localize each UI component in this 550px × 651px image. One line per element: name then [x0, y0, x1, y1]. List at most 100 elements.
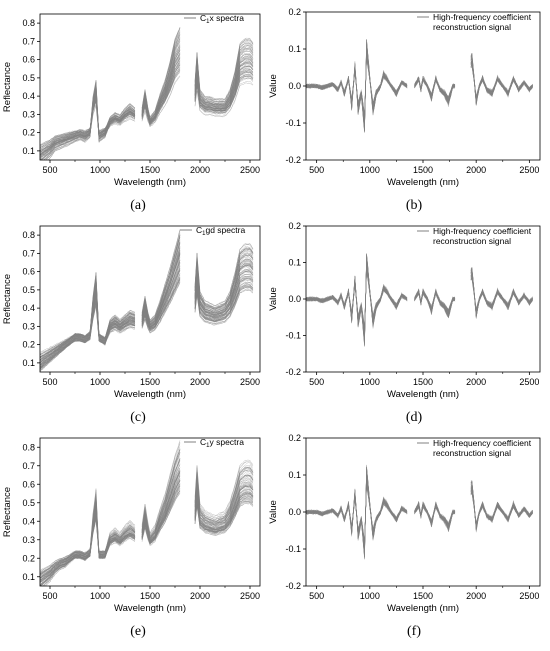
series-line-c: [40, 235, 254, 368]
x-tick-label-b: 1000: [360, 165, 380, 175]
series-line-e: [40, 471, 254, 581]
series-group-b: [306, 39, 533, 133]
y-tick-label-b: 0.1: [288, 44, 301, 54]
y-tick-label-c: 0.2: [22, 340, 35, 350]
legend-f: High-frequency coefficientreconstruction…: [417, 438, 532, 458]
series-line-b: [306, 56, 533, 120]
x-tick-label-b: 1500: [413, 165, 433, 175]
legend-label-line1-d: High-frequency coefficient: [433, 226, 532, 236]
y-tick-label-b: 0.0: [288, 81, 301, 91]
legend-b: High-frequency coefficientreconstruction…: [417, 12, 532, 32]
x-tick-label-a: 1000: [90, 165, 110, 175]
series-line-a: [45, 27, 254, 160]
x-tick-label-e: 500: [42, 591, 57, 601]
series-line-d: [306, 264, 533, 332]
y-tick-label-c: 0.8: [22, 230, 35, 240]
y-tick-label-d: 0.2: [288, 221, 301, 231]
panel-a: 500 1000 1500 2000 2500 0.1 0.2 0.3 0.4 0.5 0.6 0.7…: [2, 13, 261, 188]
x-axis-label-a: Wavelength (nm): [114, 177, 186, 188]
panel-tag-a: (a): [130, 198, 146, 213]
series-group-e: [40, 440, 254, 586]
y-tick-label-f: 0.0: [288, 507, 301, 517]
y-tick-label-c: 0.3: [22, 321, 35, 331]
panel-tag-d: (d): [405, 410, 423, 425]
y-axis-label-f: Value: [268, 500, 279, 524]
legend-d: High-frequency coefficientreconstruction…: [417, 226, 532, 246]
series-line-b: [306, 54, 533, 119]
x-tick-label-b: 2500: [519, 165, 539, 175]
y-tick-label-f: 0.2: [288, 433, 301, 443]
x-tick-label-f: 2500: [519, 591, 539, 601]
legend-a: C1x spectra: [184, 13, 244, 25]
x-tick-label-f: 1000: [360, 591, 380, 601]
y-tick-label-e: 0.8: [22, 442, 35, 452]
series-line-c: [40, 237, 254, 365]
y-axis-label-c: Reflectance: [2, 274, 13, 324]
series-line-e: [40, 477, 254, 582]
series-line-a: [40, 49, 254, 158]
legend-label-c: C1gd spectra: [196, 225, 245, 237]
x-tick-label-c: 2500: [240, 377, 260, 387]
legend-label-line2-b: reconstruction signal: [433, 22, 511, 32]
x-axis-label-e: Wavelength (nm): [114, 603, 186, 614]
y-axis-label-a: Reflectance: [2, 62, 13, 112]
x-tick-label-a: 2000: [190, 165, 210, 175]
series-line-e: [40, 440, 254, 586]
x-tick-label-d: 500: [309, 377, 324, 387]
y-axis-label-d: Value: [268, 287, 279, 311]
y-axis-label-e: Reflectance: [2, 487, 13, 537]
y-tick-label-a: 0.3: [22, 109, 35, 119]
x-tick-label-b: 2000: [466, 165, 486, 175]
y-tick-label-c: 0.1: [22, 358, 35, 368]
y-tick-label-d: 0.0: [288, 294, 301, 304]
x-tick-label-d: 1000: [360, 377, 380, 387]
x-tick-label-e: 2500: [240, 591, 260, 601]
series-line-a: [40, 72, 254, 147]
series-group-c: [40, 229, 254, 372]
x-axis-label-d: Wavelength (nm): [387, 389, 459, 400]
y-tick-label-f: -0.2: [285, 581, 301, 591]
y-tick-label-d: -0.1: [285, 331, 301, 341]
series-line-e: [40, 452, 254, 584]
series-line-a: [45, 28, 254, 160]
y-tick-label-e: 0.4: [22, 516, 35, 526]
y-tick-label-b: 0.2: [288, 7, 301, 17]
panel-d: 500 1000 1500 2000 2500 -0.2 -0.1 0.0 0.1 0.2 Wave…: [268, 221, 541, 400]
series-line-f: [306, 485, 533, 543]
x-axis-label-b: Wavelength (nm): [387, 177, 459, 188]
x-tick-label-d: 2000: [466, 377, 486, 387]
series-line-c: [40, 269, 254, 363]
series-line-d: [306, 264, 533, 338]
x-tick-label-f: 2000: [466, 591, 486, 601]
series-line-c: [40, 235, 254, 368]
x-tick-label-e: 2000: [190, 591, 210, 601]
legend-label-line2-f: reconstruction signal: [433, 448, 511, 458]
series-line-c: [40, 234, 254, 370]
x-tick-label-c: 1000: [90, 377, 110, 387]
series-line-b: [306, 44, 533, 131]
y-tick-label-b: -0.2: [285, 155, 301, 165]
legend-label-e: C1y spectra: [200, 437, 244, 449]
y-tick-label-f: -0.1: [285, 544, 301, 554]
y-tick-label-b: -0.1: [285, 118, 301, 128]
x-tick-label-a: 2500: [240, 165, 260, 175]
x-tick-label-b: 500: [309, 165, 324, 175]
x-tick-label-c: 500: [42, 377, 57, 387]
x-tick-label-f: 500: [309, 591, 324, 601]
legend-label-a: C1x spectra: [200, 13, 244, 25]
legend-label-line1-b: High-frequency coefficient: [433, 12, 532, 22]
x-axis-label-f: Wavelength (nm): [387, 603, 459, 614]
y-tick-label-d: 0.1: [288, 258, 301, 268]
series-line-c: [40, 232, 254, 371]
panel-tag-b: (b): [405, 198, 423, 213]
series-line-a: [41, 27, 254, 160]
y-tick-label-a: 0.6: [22, 55, 35, 65]
series-line-c: [40, 229, 254, 367]
series-line-e: [40, 491, 254, 577]
legend-c: C1gd spectra: [180, 225, 245, 237]
plot-frame-f: [305, 437, 541, 587]
panel-tag-c: (c): [130, 410, 146, 425]
series-group-d: [306, 253, 533, 347]
y-tick-label-e: 0.3: [22, 535, 35, 545]
series-line-d: [306, 256, 533, 347]
